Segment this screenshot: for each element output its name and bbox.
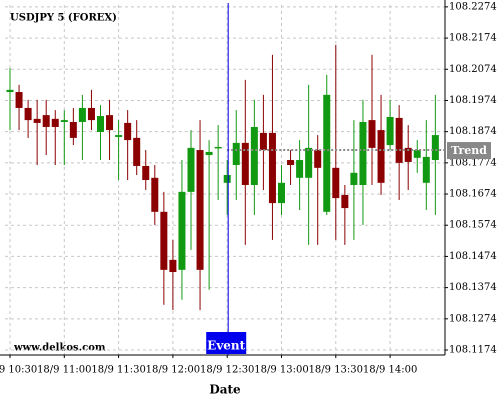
event-label-box <box>206 332 247 354</box>
x-tick-label: 18/9 14:00 <box>363 365 417 376</box>
candle-body <box>332 167 340 199</box>
candle-body <box>160 211 168 270</box>
candle-body <box>323 94 331 212</box>
y-tick-label: 108.1874 <box>449 126 497 137</box>
chart-title: USDJPY 5 (FOREX) <box>10 13 117 24</box>
y-tick-label: 108.1474 <box>449 251 497 262</box>
candle-body <box>169 259 177 273</box>
x-axis-label: Date <box>209 383 241 397</box>
candle-body <box>422 156 430 183</box>
x-tick-label: 18/9 11:30 <box>91 365 145 376</box>
y-tick-label: 108.1774 <box>449 157 497 168</box>
candle-body <box>133 137 141 166</box>
candle-body <box>296 160 304 178</box>
candle-body <box>33 118 41 123</box>
watermark: www.delkos.com <box>13 343 106 354</box>
candle-body <box>69 121 77 138</box>
candle-body <box>124 122 132 141</box>
candle-body <box>287 160 295 166</box>
candle-body <box>60 120 68 122</box>
candle-body <box>214 146 222 149</box>
x-tick-label: 18/9 12:00 <box>146 365 200 376</box>
candle-body <box>278 182 285 204</box>
candle-body <box>404 147 412 162</box>
trend-label-box <box>447 142 491 160</box>
candle-body <box>78 107 86 122</box>
candle-body <box>386 116 394 146</box>
candle-body <box>341 194 349 209</box>
candle-body <box>431 135 439 161</box>
candle-body <box>106 115 114 131</box>
y-tick-label: 108.1674 <box>449 189 497 200</box>
candle-body <box>142 165 150 180</box>
candle-body <box>24 107 32 121</box>
candle-body <box>250 126 258 185</box>
candle-body <box>305 147 313 178</box>
candle-body <box>259 132 267 151</box>
candle-body <box>178 191 186 270</box>
candle-body <box>205 151 213 156</box>
y-tick-label: 108.1974 <box>449 95 497 106</box>
candle-body <box>241 142 249 185</box>
candle-body <box>359 121 367 185</box>
candle-body <box>223 175 231 183</box>
y-tick-label: 108.1174 <box>449 345 497 356</box>
x-tick-label: 18/9 10:30 <box>0 365 37 376</box>
event-label: Event <box>207 339 245 353</box>
candle-body <box>97 116 104 132</box>
candle-body <box>115 135 123 137</box>
candle-body <box>42 115 50 127</box>
candle-body <box>350 172 358 185</box>
x-tick-label: 18/9 12:30 <box>200 365 254 376</box>
y-tick-label: 108.2274 <box>449 1 497 12</box>
candle-body <box>196 150 204 270</box>
y-tick-label: 108.2074 <box>449 64 497 75</box>
candle-body <box>395 117 403 163</box>
candle-body <box>368 120 376 148</box>
x-tick-label: 18/9 11:00 <box>37 365 91 376</box>
candle-body <box>15 92 23 108</box>
x-tick-label: 18/9 13:30 <box>309 365 363 376</box>
y-tick-label: 108.1374 <box>449 282 497 293</box>
x-tick-label: 18/9 13:00 <box>254 365 308 376</box>
candle-body <box>6 89 14 93</box>
candle-body <box>314 150 322 168</box>
candle-body <box>87 107 95 121</box>
candle-body <box>377 130 385 183</box>
trend-label: Trend <box>451 144 487 157</box>
candle-body <box>51 118 59 127</box>
y-tick-label: 108.2174 <box>449 33 497 44</box>
candle-body <box>413 150 421 158</box>
candle-body <box>151 177 159 212</box>
y-tick-label: 108.1274 <box>449 313 497 324</box>
y-tick-label: 108.1574 <box>449 220 497 231</box>
candle-body <box>268 132 276 204</box>
candle-body <box>187 147 195 192</box>
candle-body <box>232 142 240 166</box>
